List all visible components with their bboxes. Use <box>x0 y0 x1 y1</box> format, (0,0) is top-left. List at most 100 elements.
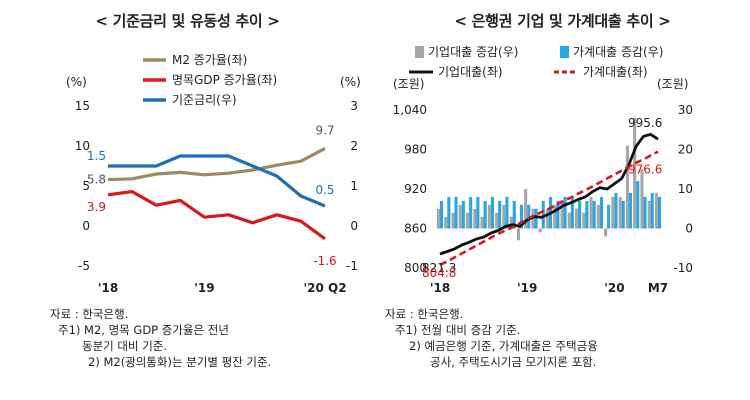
data-label: 3.9 <box>87 200 106 214</box>
right-y-tick-label: 20 <box>678 143 693 157</box>
bar <box>519 204 523 229</box>
legend-label: 가계대출 증감(우) <box>573 45 663 59</box>
series-line <box>439 132 659 256</box>
left-y-unit: (%) <box>66 75 87 89</box>
series-line <box>439 150 659 266</box>
data-label: 1.5 <box>87 149 106 163</box>
bar <box>650 192 654 229</box>
bar <box>570 196 574 229</box>
bar <box>658 196 662 229</box>
bar <box>527 204 531 229</box>
right-y-tick-label: -10 <box>673 261 693 275</box>
bar <box>495 212 499 229</box>
left-y-tick-label: 1,040 <box>393 103 427 117</box>
bar <box>524 189 528 229</box>
bar <box>567 212 571 229</box>
left-y-tick-label: 980 <box>404 143 427 157</box>
bar <box>487 204 491 229</box>
data-label: 5.8 <box>87 173 106 187</box>
bar <box>444 216 448 229</box>
left-note-2: 2) M2(광의통화)는 분기별 평잔 기준. <box>88 355 272 369</box>
bar <box>469 196 473 229</box>
bar <box>538 228 542 233</box>
bar <box>604 228 608 237</box>
data-label: 995.6 <box>628 116 662 130</box>
right-y-tick-label: 1 <box>350 179 358 193</box>
right-y-tick-label: 0 <box>350 219 358 233</box>
bar <box>621 200 625 229</box>
x-tick-label: '18 <box>430 281 450 295</box>
right-y-tick-label: 30 <box>678 103 693 117</box>
right-note-2-cont: 공사, 주택도시기금 모기지론 포함. <box>430 355 597 369</box>
bar <box>461 200 465 229</box>
right-chart-title: < 은행권 기업 및 가계대출 추이 > <box>454 12 671 30</box>
bar <box>618 196 622 229</box>
x-tick-label: M7 <box>648 281 668 295</box>
bar <box>596 204 600 229</box>
bar <box>553 204 557 229</box>
right-y-tick-label: 0 <box>685 222 693 236</box>
bar <box>454 196 458 229</box>
bar <box>466 212 470 229</box>
bar <box>490 196 494 229</box>
right-panel: < 은행권 기업 및 가계대출 추이 > (조원) (조원) 1,040 980 920… <box>375 0 750 400</box>
right-y-tick-label: -1 <box>346 259 358 273</box>
right-y-unit: (%) <box>340 75 361 89</box>
bar <box>643 196 647 229</box>
legend-label: 가계대출(좌) <box>583 65 648 79</box>
left-notes: 자료 : 한국은행. 주1) M2, 명목 GDP 증가율은 전년 동분기 대비… <box>50 306 271 370</box>
bar <box>582 212 586 229</box>
data-label: -1.6 <box>313 254 336 268</box>
bar <box>516 228 520 241</box>
bar <box>447 196 451 229</box>
left-y-tick-label: 920 <box>404 182 427 196</box>
x-tick-label: '19 <box>194 281 214 295</box>
right-y-tick-label: 3 <box>350 99 358 113</box>
bar <box>458 204 462 229</box>
bar <box>614 192 618 229</box>
bar <box>556 200 560 229</box>
left-note-source: 자료 : 한국은행. <box>50 307 129 321</box>
bar <box>541 200 545 229</box>
legend-label: M2 증가율(좌) <box>172 53 247 67</box>
left-y-tick-label: -5 <box>78 259 90 273</box>
x-tick-label: '20 Q2 <box>303 281 346 295</box>
series-line <box>107 146 326 182</box>
bar <box>480 216 484 229</box>
data-label: 9.7 <box>315 123 334 137</box>
bar <box>476 196 480 229</box>
bar <box>505 196 509 229</box>
legend-swatch <box>560 46 569 58</box>
legend-label: 기준금리(우) <box>172 93 237 107</box>
bar <box>628 192 632 229</box>
bar <box>585 200 589 229</box>
series-line <box>107 190 326 241</box>
data-label: 0.5 <box>315 183 334 197</box>
right-note-2: 2) 예금은행 기준, 가계대출은 주택금융 <box>409 339 598 353</box>
bar <box>578 200 582 229</box>
data-label: 821.3 <box>422 261 456 275</box>
bar <box>599 196 603 229</box>
left-note-1-cont: 동분기 대비 기준. <box>82 339 168 353</box>
right-note-source: 자료 : 한국은행. <box>385 307 464 321</box>
bar <box>502 204 506 229</box>
bar <box>611 196 615 229</box>
bar <box>625 145 629 229</box>
bar <box>483 200 487 229</box>
x-tick-label: '18 <box>98 281 118 295</box>
bar <box>592 200 596 229</box>
bar <box>534 208 538 229</box>
bar <box>498 200 502 229</box>
left-note-1: 주1) M2, 명목 GDP 증가율은 전년 <box>58 323 229 337</box>
bar <box>560 200 564 229</box>
bar <box>654 192 658 229</box>
right-y-tick-label: 2 <box>350 139 358 153</box>
bar <box>473 208 477 229</box>
data-label: 804.8 <box>422 266 456 280</box>
bar <box>440 200 444 229</box>
left-y-tick-label: 0 <box>82 219 90 233</box>
right-notes: 자료 : 한국은행. 주1) 전월 대비 증감 기준. 2) 예금은행 기준, … <box>385 306 598 370</box>
bar <box>640 169 644 229</box>
legend-label: 명목GDP 증가율(좌) <box>172 73 277 87</box>
